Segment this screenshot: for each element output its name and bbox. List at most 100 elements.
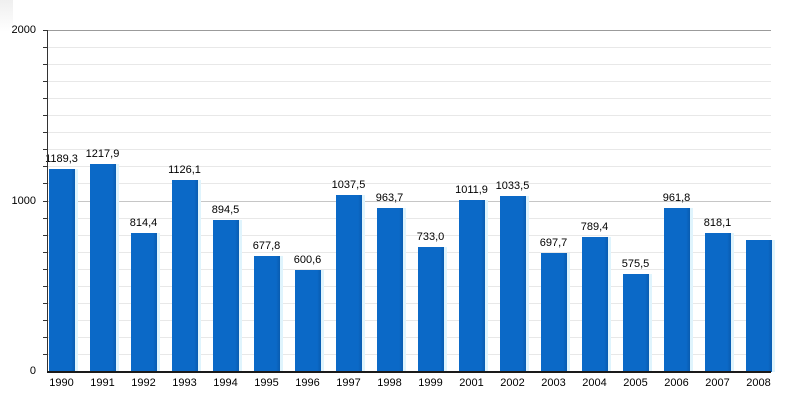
x-axis-label: 1995 [254, 377, 279, 389]
y-axis-line [47, 31, 48, 372]
gridline [47, 64, 771, 66]
y-axis-tick [43, 200, 48, 202]
y-axis-tick [43, 30, 48, 31]
x-axis-label: 1991 [90, 377, 115, 389]
bar-value-label: 1217,9 [85, 148, 120, 161]
x-axis-label: 1992 [131, 377, 156, 389]
y-axis-tick [43, 302, 48, 304]
x-axis-label: 1993 [172, 377, 197, 389]
bar-value-label: 1189,3 [45, 153, 78, 166]
y-axis-tick [43, 132, 48, 134]
bar-slot: 677,8 [246, 31, 287, 372]
bar [745, 239, 772, 372]
bar-value-label: 818,1 [703, 216, 732, 229]
y-axis-tick [43, 149, 48, 151]
bar-slot: 697,7 [533, 31, 574, 372]
x-axis-label: 2001 [459, 377, 484, 389]
bar-value-label: 789,4 [580, 221, 609, 234]
gridline [47, 268, 771, 270]
x-axis-label: 2003 [541, 377, 566, 389]
y-axis-tick [43, 166, 48, 168]
bar [417, 247, 444, 372]
bar-slot: 814,4 [123, 31, 164, 372]
x-axis-label: 1999 [418, 377, 443, 389]
gridline [47, 251, 771, 253]
gridline [47, 132, 771, 134]
bar-value-label: 1037,5 [331, 179, 366, 192]
bar [253, 256, 280, 372]
bar-slot: 1011,9 [451, 31, 492, 372]
x-axis-labels: 1990 1991 1992 1993 1994 1995 1996 1997 1998 1999… [41, 377, 779, 389]
x-axis-label: 2008 [746, 377, 771, 389]
bar [499, 195, 526, 372]
gridline [47, 234, 771, 236]
x-axis-label: 2004 [582, 377, 607, 389]
bar [294, 269, 321, 372]
bar-value-label: 961,8 [662, 192, 691, 204]
bar-slot: 789,4 [574, 31, 615, 372]
y-axis-tick [43, 47, 48, 49]
y-axis-tick [43, 319, 48, 321]
bar [581, 237, 608, 372]
y-axis-tick [43, 217, 48, 219]
bar-value-label: 733,0 [416, 231, 445, 243]
x-axis-label: 2002 [500, 377, 525, 389]
bar-slot: 1217,9 [82, 31, 123, 372]
gridline [47, 30, 771, 31]
y-axis-tick [43, 81, 48, 83]
bar [622, 273, 649, 372]
x-axis-label: 2006 [664, 377, 689, 389]
bar-slot: 963,7 [369, 31, 410, 372]
bar-slot: 894,5 [205, 31, 246, 372]
y-axis-tick [43, 268, 48, 270]
bar-slot: 575,5 [615, 31, 656, 372]
x-axis-label: 2007 [705, 377, 730, 389]
bar-slot: 818,1 [697, 31, 738, 372]
bars-row: 1189,3 1217,9 814,4 1126,1 894,5 677,8 600,6 10… [41, 31, 779, 372]
bar-slot: 1126,1 [164, 31, 205, 372]
y-axis-tick [43, 64, 48, 66]
gridline [47, 217, 771, 219]
gridline [47, 319, 771, 321]
bar [48, 169, 75, 372]
x-axis-label: 1990 [49, 377, 74, 389]
gridline [47, 200, 771, 202]
bar-value-label: 677,8 [252, 240, 281, 253]
corner-artifact [0, 0, 13, 32]
gridline [47, 47, 771, 49]
gridline [47, 302, 771, 304]
y-axis-tick [43, 234, 48, 236]
gridline [47, 149, 771, 151]
bar [130, 233, 157, 372]
y-axis-tick [43, 336, 48, 338]
bar [663, 208, 690, 372]
gridline [47, 81, 771, 83]
gridline [47, 115, 771, 117]
bar [171, 180, 198, 372]
bar-slot: 961,8 [656, 31, 697, 372]
y-axis-label: 2000 [11, 24, 36, 36]
gridline [47, 98, 771, 100]
bar [376, 207, 403, 372]
y-axis-label: 1000 [11, 194, 36, 207]
bar-slot: 600,6 [287, 31, 328, 372]
gridline [47, 336, 771, 338]
x-axis-label: 1994 [213, 377, 238, 389]
bar-value-label: 1126,1 [168, 164, 201, 176]
x-axis-label: 1998 [377, 377, 402, 389]
bar [458, 199, 485, 372]
bar [704, 232, 731, 372]
bar-value-label: 575,5 [621, 257, 650, 270]
y-axis-tick [43, 251, 48, 253]
x-axis-label: 1996 [295, 377, 320, 389]
y-axis-label: 0 [29, 365, 36, 377]
bar-value-label: 600,6 [293, 253, 322, 266]
x-axis-label: 2005 [623, 377, 648, 389]
x-axis-label: 1997 [336, 377, 361, 389]
bar-slot: 1189,3 [41, 31, 82, 372]
bar-value-label: 1011,9 [455, 183, 488, 196]
gridline [47, 183, 771, 185]
y-axis-tick [43, 353, 48, 355]
y-axis-tick [43, 98, 48, 100]
